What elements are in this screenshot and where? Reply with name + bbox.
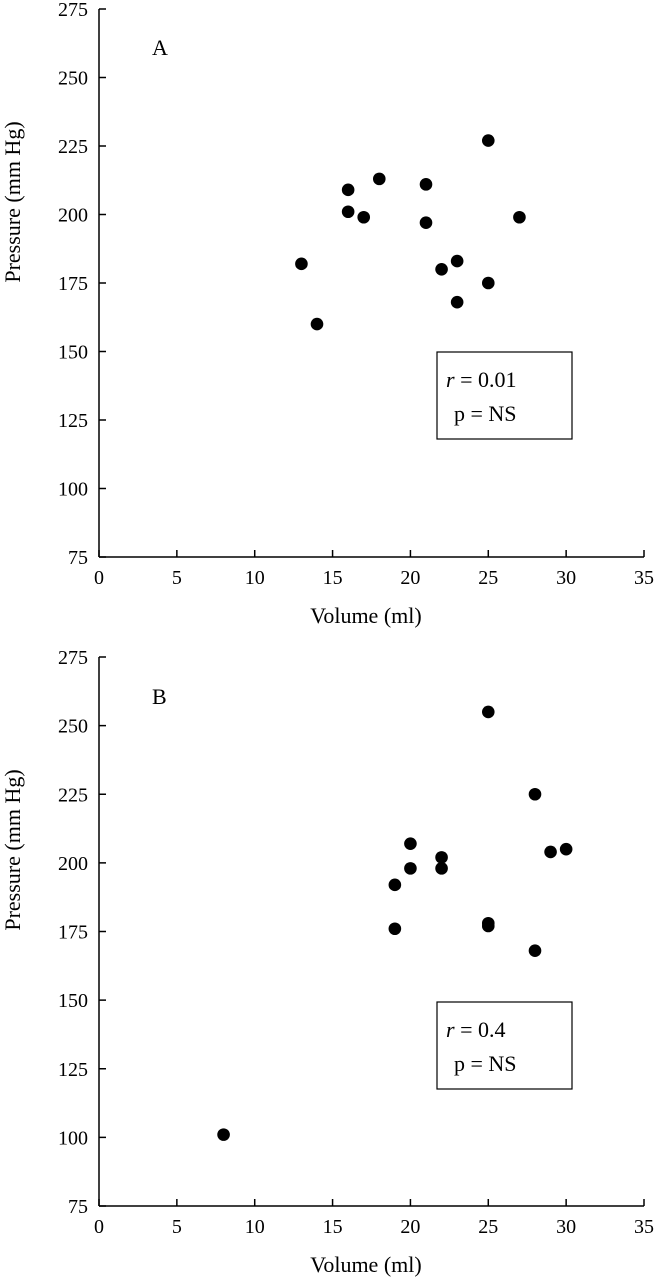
panel-a-y-tick-label: 150 bbox=[58, 342, 88, 364]
panel-a-y-axis-title: Pressure (mm Hg) bbox=[0, 121, 25, 282]
panel-a-y-tick-label: 200 bbox=[58, 205, 88, 227]
panel-b: 0 5 10 15 20 25 30 35 75 100 125 150 175 200 225 250 275… bbox=[0, 647, 654, 1277]
panel-a-x-axis-title: Volume (ml) bbox=[310, 603, 421, 628]
panel-a-data-point bbox=[341, 205, 355, 219]
panel-b-y-tick-label: 175 bbox=[58, 922, 88, 944]
panel-a-r-symbol: r bbox=[446, 367, 455, 392]
panel-a-data-point bbox=[481, 134, 495, 147]
panel-b-x-tick-label: 0 bbox=[94, 1216, 104, 1238]
panel-a-data-point bbox=[372, 172, 386, 186]
panel-b-data-point bbox=[435, 862, 448, 875]
panel-b-data-point bbox=[388, 922, 402, 936]
panel-b-data-point bbox=[404, 862, 417, 875]
panel-a-ticks: 0 5 10 15 20 25 30 35 75 100 125 150 175 200 225 250 275 bbox=[58, 0, 654, 589]
panel-b-data-point bbox=[528, 944, 542, 958]
panel-a-data-point bbox=[481, 276, 495, 290]
panel-b-p-statistic: p = NS bbox=[454, 1051, 517, 1076]
panel-a-y-tick-label: 100 bbox=[58, 479, 88, 501]
panel-a-data-point bbox=[513, 210, 526, 224]
panel-a: 0 5 10 15 20 25 30 35 75 100 125 150 175 200 225 250 275… bbox=[0, 0, 654, 628]
panel-b-y-axis-title: Pressure (mm Hg) bbox=[0, 769, 25, 930]
panel-a-label: A bbox=[152, 35, 168, 60]
panel-b-x-tick-label: 30 bbox=[556, 1216, 576, 1238]
panel-b-x-tick-label: 15 bbox=[323, 1216, 343, 1238]
panel-b-r-statistic: r = 0.4 bbox=[446, 1017, 505, 1042]
panel-b-r-value: = 0.4 bbox=[455, 1017, 506, 1042]
panel-a-r-value: = 0.01 bbox=[455, 367, 517, 392]
panel-b-y-tick-label: 200 bbox=[58, 853, 88, 875]
panel-a-data-point bbox=[341, 183, 355, 197]
panel-b-y-tick-label: 75 bbox=[68, 1196, 88, 1218]
panel-a-data-point bbox=[295, 257, 308, 271]
panel-b-data-point bbox=[528, 787, 542, 801]
panel-a-x-tick-label: 35 bbox=[634, 567, 654, 589]
panel-b-points bbox=[217, 705, 573, 1141]
panel-a-x-tick-label: 15 bbox=[323, 567, 343, 589]
panel-a-x-tick-label: 5 bbox=[172, 567, 182, 589]
panel-a-y-tick-label: 75 bbox=[68, 547, 88, 569]
panel-a-y-tick-label: 225 bbox=[58, 136, 88, 158]
panel-b-x-tick-label: 10 bbox=[245, 1216, 265, 1238]
panel-b-r-symbol: r bbox=[446, 1017, 455, 1042]
panel-a-data-point bbox=[310, 317, 324, 331]
panel-b-y-tick-label: 150 bbox=[58, 990, 88, 1012]
panel-a-data-point bbox=[419, 216, 433, 230]
panel-a-data-point bbox=[357, 210, 371, 224]
panel-a-x-tick-label: 20 bbox=[400, 567, 420, 589]
panel-b-x-tick-label: 20 bbox=[400, 1216, 420, 1238]
panel-b-data-point bbox=[388, 878, 402, 892]
panel-a-x-tick-label: 0 bbox=[94, 567, 104, 589]
panel-b-x-axis-title: Volume (ml) bbox=[310, 1252, 421, 1277]
panel-b-axes bbox=[98, 657, 644, 1207]
panel-b-data-point bbox=[404, 837, 417, 850]
panel-a-x-tick-label: 25 bbox=[478, 567, 498, 589]
panel-a-y-tick-label: 250 bbox=[58, 68, 88, 90]
panel-a-stat-box: r = 0.01 p = NS bbox=[436, 351, 573, 440]
panel-b-data-point bbox=[217, 1128, 230, 1141]
panel-a-y-tick-label: 175 bbox=[58, 273, 88, 295]
panel-a-y-tick-label: 275 bbox=[58, 0, 88, 21]
panel-b-data-point bbox=[481, 919, 495, 933]
panel-b-label: B bbox=[152, 684, 167, 709]
panel-a-x-tick-label: 30 bbox=[556, 567, 576, 589]
panel-b-x-tick-label: 25 bbox=[478, 1216, 498, 1238]
panel-b-data-point bbox=[481, 705, 495, 719]
panel-b-stat-box: r = 0.4 p = NS bbox=[436, 1001, 573, 1090]
panel-b-data-point bbox=[544, 845, 557, 859]
panel-b-ticks: 0 5 10 15 20 25 30 35 75 100 125 150 175 200 225 250 275 bbox=[58, 647, 654, 1238]
panel-a-data-point bbox=[419, 178, 433, 191]
panel-a-x-tick-label: 10 bbox=[245, 567, 265, 589]
panel-a-axes bbox=[98, 9, 644, 558]
panel-b-y-tick-label: 100 bbox=[58, 1127, 88, 1149]
panel-a-points bbox=[295, 134, 526, 331]
panel-a-r-statistic: r = 0.01 bbox=[446, 367, 516, 392]
panel-a-data-point bbox=[450, 254, 464, 268]
panel-b-y-tick-label: 250 bbox=[58, 716, 88, 738]
panel-a-p-statistic: p = NS bbox=[454, 401, 517, 426]
panel-b-y-tick-label: 275 bbox=[58, 647, 88, 669]
panel-b-x-tick-label: 5 bbox=[172, 1216, 182, 1238]
panel-b-data-point bbox=[559, 842, 573, 856]
panel-b-y-tick-label: 125 bbox=[58, 1059, 88, 1081]
panel-b-data-point bbox=[435, 851, 448, 864]
panel-a-data-point bbox=[450, 295, 464, 309]
panel-a-data-point bbox=[435, 263, 448, 276]
panel-b-x-tick-label: 35 bbox=[634, 1216, 654, 1238]
panel-a-y-tick-label: 125 bbox=[58, 410, 88, 432]
panel-b-y-tick-label: 225 bbox=[58, 784, 88, 806]
